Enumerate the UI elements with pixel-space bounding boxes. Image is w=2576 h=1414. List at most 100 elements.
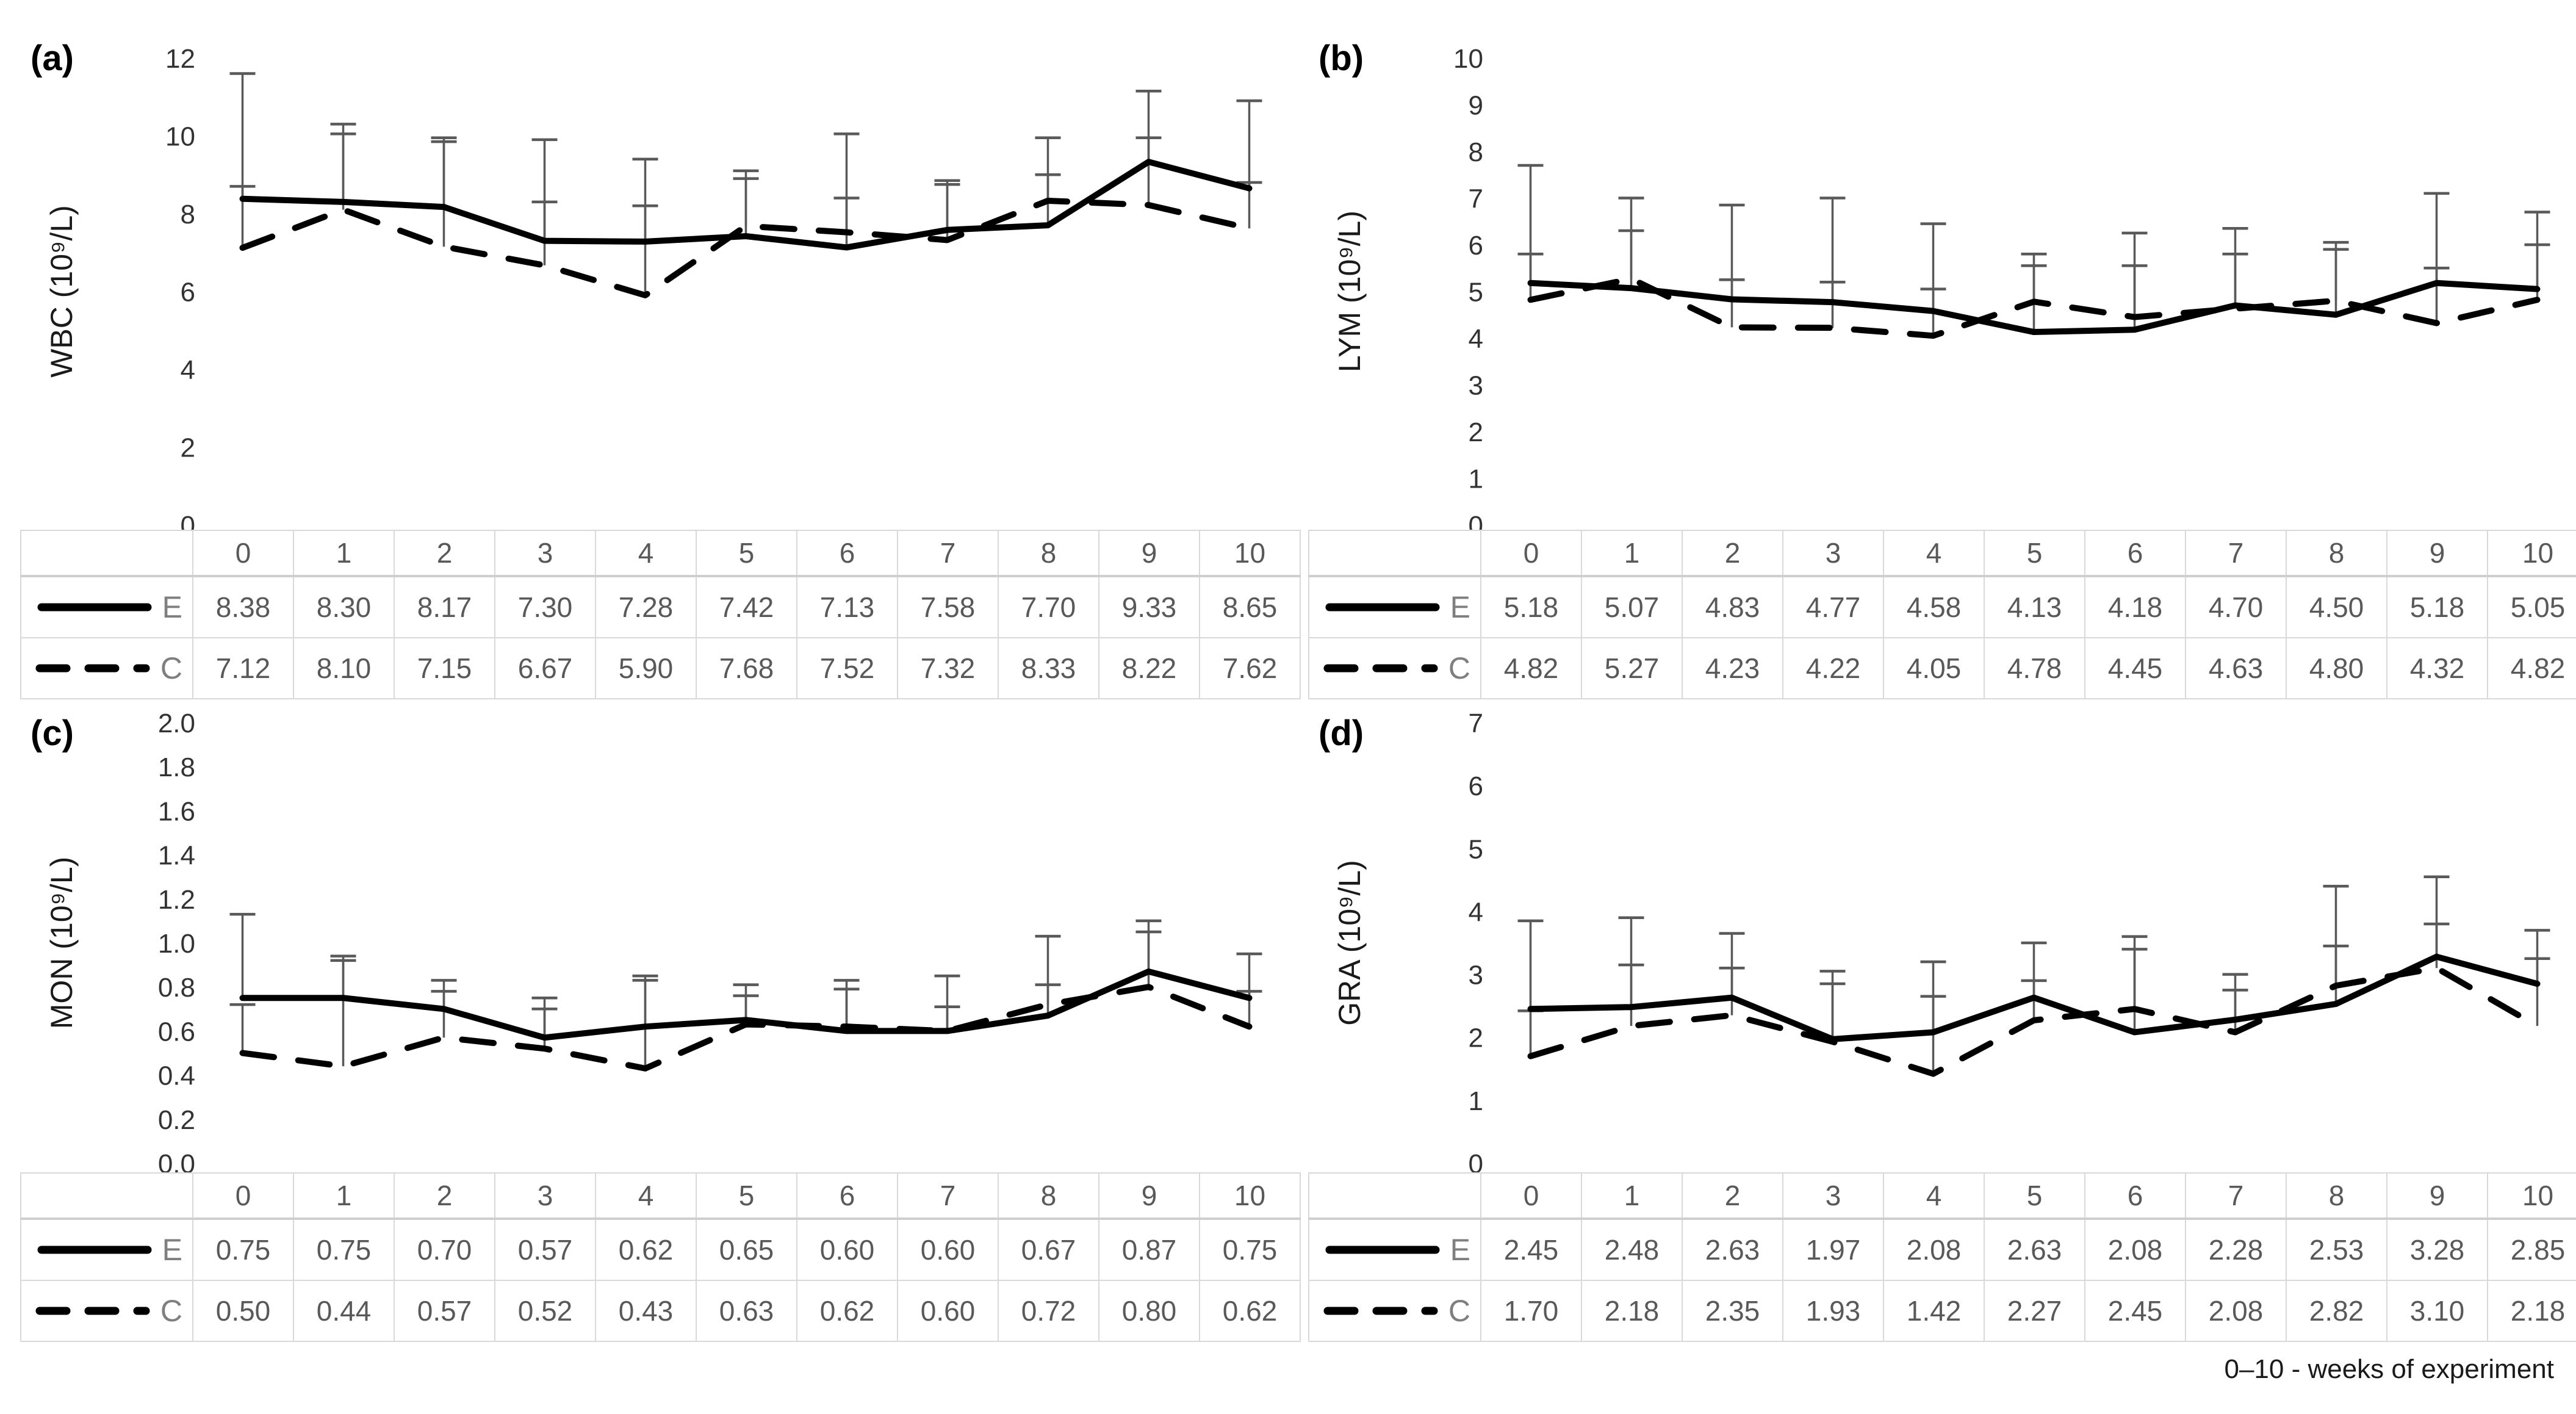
week-header-cell: 7	[2185, 530, 2287, 577]
value-cell: 7.28	[595, 575, 697, 638]
table-header-row: 0 1 2 3 4 5 6 7 8 9 10	[20, 530, 1301, 577]
value-cell: 1.93	[1782, 1280, 1884, 1342]
value-cell: 4.18	[2084, 575, 2186, 638]
y-tick-label: 7	[1469, 709, 1483, 738]
y-tick-label: 8	[181, 200, 195, 229]
y-tick-label: 2	[181, 433, 195, 463]
legend-line-sample-E	[1325, 1246, 1440, 1254]
week-header-cell: 2	[394, 530, 495, 577]
value-cell: 4.70	[2185, 575, 2287, 638]
week-header-cell: 10	[1199, 1172, 1301, 1220]
legend-cell-C: C	[20, 637, 193, 699]
legend-cell-C: C	[1308, 1280, 1481, 1342]
value-cell: 8.22	[1098, 637, 1200, 699]
value-cell: 0.75	[1199, 1218, 1301, 1281]
y-tick-label: 4	[181, 355, 195, 385]
week-header-cell: 7	[897, 530, 999, 577]
value-cell: 2.18	[1581, 1280, 1683, 1342]
week-header-cell: 9	[2386, 530, 2488, 577]
table-row-C: C 1.70 2.18 2.35 1.93 1.42 2.27 2.45 2.08 2.82 3.1…	[1308, 1280, 2576, 1342]
series-line-C	[1527, 965, 2541, 1077]
y-tick-label: 0.4	[158, 1061, 195, 1091]
panel-grid: (a) 0 2 4 6 8 10 12 WBC (10⁹/L) 0 1 2 3 4 5 6 7 8 9 10 E 8.…	[0, 0, 2576, 1342]
value-cell: 4.80	[2286, 637, 2387, 699]
value-cell: 7.52	[796, 637, 898, 699]
value-cell: 2.48	[1581, 1218, 1683, 1281]
week-header-cell: 1	[293, 1172, 395, 1220]
value-cell: 1.70	[1480, 1280, 1582, 1342]
value-cell: 0.50	[192, 1280, 294, 1342]
value-cell: 0.60	[897, 1280, 999, 1342]
table-header-row: 0 1 2 3 4 5 6 7 8 9 10	[1308, 530, 2576, 577]
value-cell: 4.50	[2286, 575, 2387, 638]
legend-cell-E: E	[1308, 575, 1481, 638]
series-name-label: C	[1448, 651, 1470, 685]
value-cell: 1.97	[1782, 1218, 1884, 1281]
value-cell: 4.22	[1782, 637, 1884, 699]
y-tick-label: 3	[1469, 961, 1483, 990]
week-header-cell: 0	[192, 530, 294, 577]
y-tick-label: 4	[1469, 897, 1483, 927]
week-header-cell: 2	[1682, 530, 1783, 577]
panel-letter-c: (c)	[31, 713, 74, 753]
y-tick-label: 1.8	[158, 752, 195, 782]
panel-letter-b: (b)	[1319, 38, 1364, 78]
panel-letter-d: (d)	[1319, 713, 1364, 753]
value-cell: 4.05	[1883, 637, 1985, 699]
y-tick-label: 1	[1469, 464, 1483, 494]
value-cell: 0.57	[494, 1218, 596, 1281]
value-cell: 0.44	[293, 1280, 395, 1342]
y-tick-label: 2.0	[158, 709, 195, 738]
value-cell: 0.57	[394, 1280, 495, 1342]
week-header-cell: 5	[1984, 530, 2085, 577]
panel-a: (a) 0 2 4 6 8 10 12 WBC (10⁹/L) 0 1 2 3 4 5 6 7 8 9 10 E 8.…	[0, 0, 1301, 699]
week-header-cell: 8	[998, 1172, 1099, 1220]
y-tick-label: 7	[1469, 184, 1483, 214]
panel-d: (d) 0 1 2 3 4 5 6 7 GRA (10⁹/L) 0 1 2 3 4 5 6 7 8 9 10 E 2.4…	[1288, 699, 2576, 1342]
series-name-label: C	[1448, 1294, 1470, 1328]
week-header-cell: 1	[293, 530, 395, 577]
value-cell: 4.23	[1682, 637, 1783, 699]
week-header-cell: 3	[1782, 530, 1884, 577]
value-cell: 2.63	[1984, 1218, 2085, 1281]
data-table-c: 0 1 2 3 4 5 6 7 8 9 10 E 0.75 0.75 0.70 0.57 0.62 0.65 0.6…	[20, 1172, 1301, 1342]
value-cell: 3.10	[2386, 1280, 2488, 1342]
week-header-cell: 8	[998, 530, 1099, 577]
value-cell: 4.32	[2386, 637, 2488, 699]
series-line-C	[239, 197, 1253, 298]
table-row-E: E 0.75 0.75 0.70 0.57 0.62 0.65 0.60 0.60 0.67 0.8…	[20, 1218, 1301, 1281]
panel-c: (c) 0.0 0.2 0.4 0.6 0.8 1.0 1.2 1.4 1.6 1.8 2.0 MON…	[0, 699, 1301, 1342]
week-header-cell: 7	[897, 1172, 999, 1220]
week-header-cell: 10	[1199, 530, 1301, 577]
table-header-row: 0 1 2 3 4 5 6 7 8 9 10	[1308, 1172, 2576, 1220]
series-name-label: C	[160, 651, 182, 685]
table-corner-cell	[20, 530, 193, 577]
y-tick-label: 1.6	[158, 796, 195, 826]
y-tick-label: 6	[1469, 771, 1483, 801]
series-name-label: C	[160, 1294, 182, 1328]
value-cell: 0.75	[192, 1218, 294, 1281]
value-cell: 6.67	[494, 637, 596, 699]
y-tick-label: 12	[165, 44, 195, 74]
value-cell: 5.90	[595, 637, 697, 699]
legend-line-sample-E	[37, 603, 152, 611]
value-cell: 7.13	[796, 575, 898, 638]
value-cell: 2.28	[2185, 1218, 2287, 1281]
value-cell: 2.08	[1883, 1218, 1985, 1281]
value-cell: 2.85	[2487, 1218, 2576, 1281]
value-cell: 4.78	[1984, 637, 2085, 699]
value-cell: 4.77	[1782, 575, 1884, 638]
legend-cell-C: C	[1308, 637, 1481, 699]
value-cell: 0.80	[1098, 1280, 1200, 1342]
series-line-E	[239, 159, 1253, 251]
line-chart-d: 0 1 2 3 4 5 6 7 GRA (10⁹/L)	[1333, 709, 2550, 1172]
y-tick-label: 0	[1469, 511, 1483, 530]
legend-line-sample-C	[35, 664, 150, 673]
y-tick-label: 8	[1469, 137, 1483, 167]
value-cell: 2.45	[2084, 1280, 2186, 1342]
legend-cell-E: E	[1308, 1218, 1481, 1281]
week-header-cell: 9	[1098, 530, 1200, 577]
y-tick-label: 5	[1469, 278, 1483, 308]
week-header-cell: 2	[394, 1172, 495, 1220]
